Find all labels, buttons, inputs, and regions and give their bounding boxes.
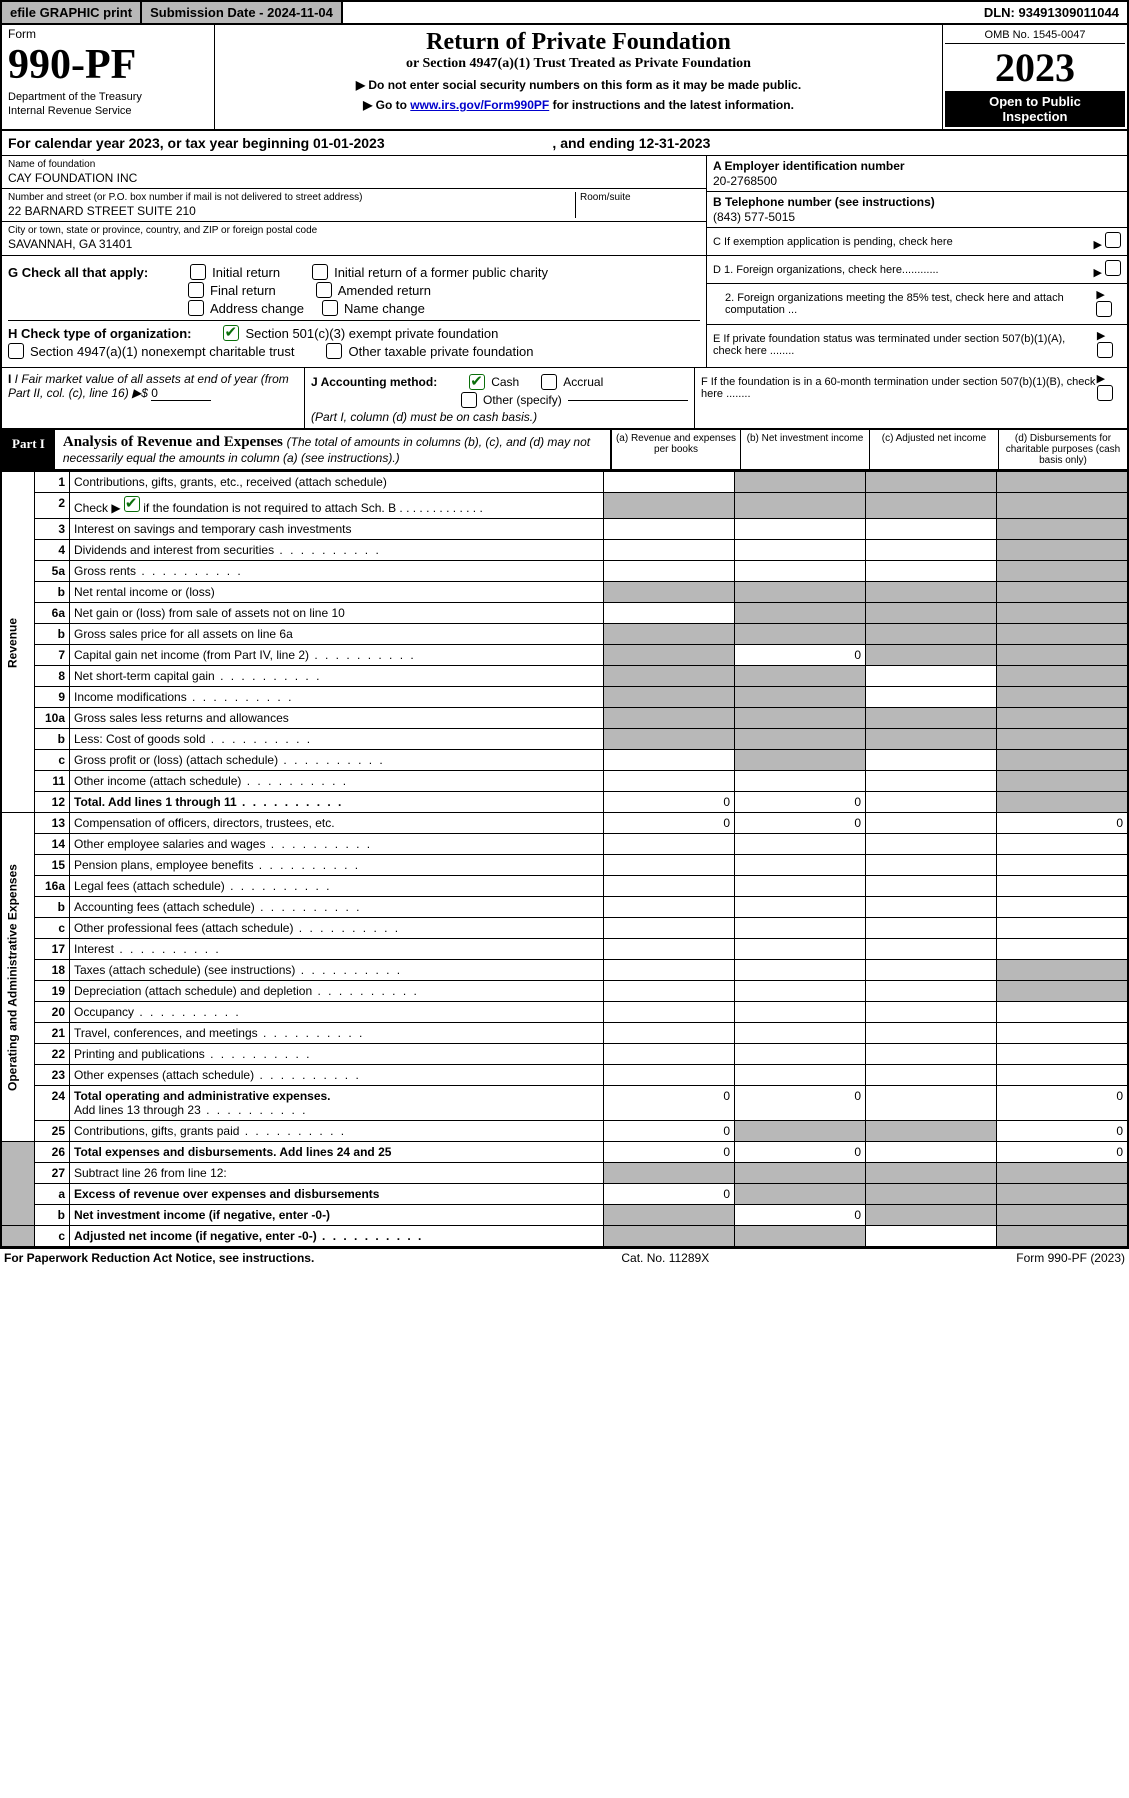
checkbox-501c3[interactable] xyxy=(223,325,239,341)
checkbox-name-change[interactable] xyxy=(322,300,338,316)
checkbox-initial-return[interactable] xyxy=(190,264,206,280)
street-label: Number and street (or P.O. box number if… xyxy=(8,192,575,203)
ein-label: A Employer identification number xyxy=(713,159,1121,173)
city-label: City or town, state or province, country… xyxy=(8,225,700,236)
ein-value: 20-2768500 xyxy=(713,174,1121,188)
form-title: Return of Private Foundation xyxy=(219,29,938,56)
instruction-1: ▶ Do not enter social security numbers o… xyxy=(219,78,938,92)
fmv-value: 0 xyxy=(151,386,211,401)
expenses-side-label: Operating and Administrative Expenses xyxy=(1,813,35,1142)
telephone-value: (843) 577-5015 xyxy=(713,210,1121,224)
checkbox-4947a1[interactable] xyxy=(8,343,24,359)
tax-year: 2023 xyxy=(945,44,1125,91)
form-id-footer: Form 990-PF (2023) xyxy=(1016,1251,1125,1265)
irs-link[interactable]: www.irs.gov/Form990PF xyxy=(410,98,549,112)
telephone-label: B Telephone number (see instructions) xyxy=(713,195,1121,209)
city-state-zip: SAVANNAH, GA 31401 xyxy=(8,237,700,251)
col-c-header: (c) Adjusted net income xyxy=(869,430,998,469)
analysis-title: Analysis of Revenue and Expenses xyxy=(63,434,287,450)
col-b-header: (b) Net investment income xyxy=(740,430,869,469)
omb-number: OMB No. 1545-0047 xyxy=(945,27,1125,44)
checkbox-d2[interactable] xyxy=(1096,301,1112,317)
e-label: E If private foundation status was termi… xyxy=(713,333,1097,357)
analysis-table: Revenue 1Contributions, gifts, grants, e… xyxy=(0,471,1129,1248)
cash-basis-note: (Part I, column (d) must be on cash basi… xyxy=(311,410,688,424)
d1-label: D 1. Foreign organizations, check here..… xyxy=(713,264,939,276)
checkbox-cash[interactable] xyxy=(469,374,485,390)
form-subtitle: or Section 4947(a)(1) Trust Treated as P… xyxy=(219,56,938,72)
submission-date: Submission Date - 2024-11-04 xyxy=(142,2,343,23)
dept-treasury: Department of the Treasury xyxy=(8,91,208,103)
checkbox-f[interactable] xyxy=(1097,385,1113,401)
checkbox-final-return[interactable] xyxy=(188,282,204,298)
instruction-2: ▶ Go to www.irs.gov/Form990PF for instru… xyxy=(219,98,938,112)
fmv-block: I I Fair market value of all assets at e… xyxy=(0,367,1129,430)
irs-label: Internal Revenue Service xyxy=(8,105,208,117)
checkbox-other-taxable[interactable] xyxy=(326,343,342,359)
f-label: F If the foundation is in a 60-month ter… xyxy=(701,376,1097,400)
form-label: Form xyxy=(8,27,208,41)
col-a-header: (a) Revenue and expenses per books xyxy=(610,430,740,469)
form-number: 990-PF xyxy=(8,41,208,89)
checkbox-d1[interactable] xyxy=(1105,260,1121,276)
part-1-label: Part I xyxy=(2,430,55,469)
checkbox-c[interactable] xyxy=(1105,232,1121,248)
paperwork-notice: For Paperwork Reduction Act Notice, see … xyxy=(4,1251,314,1265)
checkbox-other-specify[interactable] xyxy=(461,392,477,408)
catalog-number: Cat. No. 11289X xyxy=(621,1251,709,1265)
revenue-side-label: Revenue xyxy=(1,472,35,813)
checkbox-amended-return[interactable] xyxy=(316,282,332,298)
exemption-pending-label: C If exemption application is pending, c… xyxy=(713,236,953,248)
part-1-header: Part I Analysis of Revenue and Expenses … xyxy=(0,430,1129,471)
checkbox-e[interactable] xyxy=(1097,342,1113,358)
entity-block: Name of foundation CAY FOUNDATION INC Nu… xyxy=(0,156,1129,255)
g-check-row: G Check all that apply: Initial return I… xyxy=(8,264,700,280)
checkbox-address-change[interactable] xyxy=(188,300,204,316)
fmv-label: I Fair market value of all assets at end… xyxy=(8,372,289,400)
efile-label: efile GRAPHIC print xyxy=(2,2,142,23)
d2-label: 2. Foreign organizations meeting the 85%… xyxy=(713,292,1096,316)
top-bar: efile GRAPHIC print Submission Date - 20… xyxy=(0,0,1129,25)
foundation-name: CAY FOUNDATION INC xyxy=(8,171,700,185)
name-of-foundation-label: Name of foundation xyxy=(8,159,700,170)
form-header: Form 990-PF Department of the Treasury I… xyxy=(0,25,1129,131)
calendar-year-row: For calendar year 2023, or tax year begi… xyxy=(0,131,1129,156)
col-d-header: (d) Disbursements for charitable purpose… xyxy=(998,430,1127,469)
checkbox-accrual[interactable] xyxy=(541,374,557,390)
page-footer: For Paperwork Reduction Act Notice, see … xyxy=(0,1248,1129,1267)
checkbox-initial-former[interactable] xyxy=(312,264,328,280)
checkbox-sch-b[interactable] xyxy=(124,496,140,512)
dln: DLN: 93491309011044 xyxy=(976,2,1127,23)
street-address: 22 BARNARD STREET SUITE 210 xyxy=(8,204,575,218)
room-suite-label: Room/suite xyxy=(580,192,700,203)
open-public: Open to PublicInspection xyxy=(945,91,1125,127)
